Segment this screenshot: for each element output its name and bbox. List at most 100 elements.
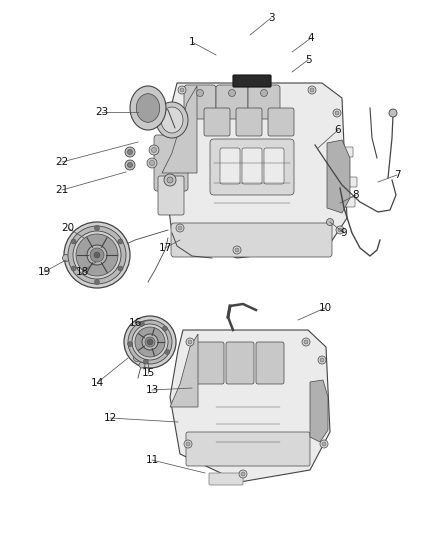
- Text: 14: 14: [90, 378, 104, 388]
- FancyBboxPatch shape: [226, 342, 254, 384]
- Text: 21: 21: [55, 185, 69, 195]
- Circle shape: [143, 359, 148, 364]
- Circle shape: [162, 326, 167, 331]
- Circle shape: [336, 226, 344, 234]
- Circle shape: [176, 224, 184, 232]
- Circle shape: [178, 226, 182, 230]
- Circle shape: [178, 86, 186, 94]
- Circle shape: [322, 442, 326, 446]
- Circle shape: [149, 160, 155, 166]
- FancyBboxPatch shape: [216, 85, 248, 119]
- Circle shape: [94, 252, 100, 258]
- Circle shape: [320, 358, 324, 362]
- Circle shape: [71, 239, 76, 244]
- Circle shape: [261, 90, 268, 96]
- Circle shape: [125, 147, 135, 157]
- FancyBboxPatch shape: [196, 342, 224, 384]
- Text: 19: 19: [37, 267, 51, 277]
- Text: 4: 4: [307, 33, 314, 43]
- Circle shape: [389, 109, 397, 117]
- Circle shape: [233, 246, 241, 254]
- Circle shape: [310, 88, 314, 92]
- Circle shape: [320, 440, 328, 448]
- Circle shape: [241, 472, 245, 476]
- Circle shape: [127, 342, 133, 346]
- Circle shape: [127, 149, 133, 155]
- Text: 1: 1: [189, 37, 195, 47]
- Circle shape: [71, 266, 76, 271]
- FancyBboxPatch shape: [186, 432, 310, 466]
- Polygon shape: [162, 83, 347, 258]
- Text: 3: 3: [268, 13, 274, 23]
- Circle shape: [333, 109, 341, 117]
- Circle shape: [164, 174, 176, 186]
- Circle shape: [90, 248, 104, 262]
- Polygon shape: [327, 140, 350, 213]
- Circle shape: [229, 90, 236, 96]
- FancyBboxPatch shape: [204, 108, 230, 136]
- Circle shape: [134, 354, 141, 361]
- Circle shape: [124, 316, 176, 368]
- Circle shape: [147, 339, 153, 345]
- Circle shape: [118, 239, 123, 244]
- FancyBboxPatch shape: [268, 108, 294, 136]
- Circle shape: [145, 337, 155, 347]
- Text: 5: 5: [305, 55, 311, 65]
- FancyBboxPatch shape: [171, 223, 332, 257]
- Text: 13: 13: [145, 385, 159, 395]
- FancyBboxPatch shape: [264, 148, 284, 184]
- Circle shape: [302, 338, 310, 346]
- Ellipse shape: [130, 86, 166, 130]
- FancyBboxPatch shape: [210, 139, 294, 195]
- Circle shape: [68, 226, 126, 284]
- Circle shape: [186, 338, 194, 346]
- Circle shape: [128, 320, 172, 364]
- Text: 17: 17: [159, 243, 172, 253]
- Circle shape: [142, 334, 158, 350]
- Ellipse shape: [156, 102, 188, 138]
- Text: 8: 8: [353, 190, 359, 200]
- FancyBboxPatch shape: [256, 342, 284, 384]
- Text: 22: 22: [55, 157, 69, 167]
- Circle shape: [139, 321, 145, 326]
- FancyBboxPatch shape: [242, 148, 262, 184]
- Circle shape: [139, 362, 145, 368]
- Circle shape: [165, 350, 170, 354]
- Circle shape: [308, 86, 316, 94]
- Circle shape: [152, 148, 156, 152]
- Circle shape: [318, 356, 326, 364]
- Ellipse shape: [161, 107, 183, 133]
- Text: 20: 20: [61, 223, 74, 233]
- Circle shape: [180, 88, 184, 92]
- Text: 9: 9: [341, 228, 347, 238]
- Circle shape: [147, 158, 157, 168]
- Circle shape: [132, 324, 168, 360]
- Circle shape: [184, 440, 192, 448]
- Circle shape: [235, 248, 239, 252]
- Text: 18: 18: [75, 267, 88, 277]
- Circle shape: [188, 340, 192, 344]
- Polygon shape: [310, 380, 328, 442]
- FancyBboxPatch shape: [154, 135, 188, 191]
- Circle shape: [76, 234, 118, 276]
- Circle shape: [95, 279, 99, 285]
- Circle shape: [118, 266, 123, 271]
- Text: 6: 6: [335, 125, 341, 135]
- FancyBboxPatch shape: [158, 176, 184, 215]
- Circle shape: [335, 111, 339, 115]
- Circle shape: [87, 245, 107, 265]
- Circle shape: [125, 160, 135, 170]
- Circle shape: [167, 177, 173, 183]
- Text: 11: 11: [145, 455, 159, 465]
- Circle shape: [127, 163, 133, 167]
- Text: 16: 16: [128, 318, 141, 328]
- Text: 12: 12: [103, 413, 117, 423]
- FancyBboxPatch shape: [220, 148, 240, 184]
- Circle shape: [149, 145, 159, 155]
- Ellipse shape: [136, 94, 160, 122]
- FancyBboxPatch shape: [343, 177, 357, 187]
- Text: 15: 15: [141, 368, 155, 378]
- Text: 10: 10: [318, 303, 332, 313]
- Polygon shape: [170, 330, 330, 482]
- Polygon shape: [170, 334, 198, 407]
